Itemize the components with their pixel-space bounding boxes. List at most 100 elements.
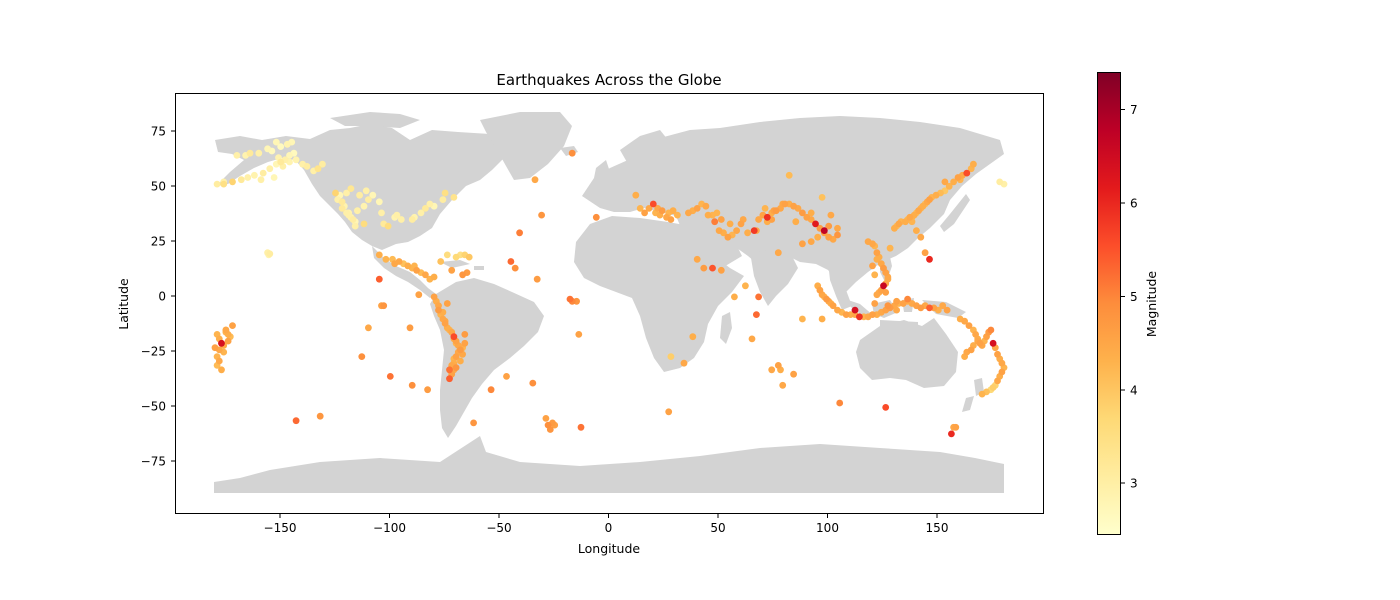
earthquake-point <box>470 419 477 427</box>
earthquake-point <box>926 255 933 263</box>
earthquake-point <box>763 213 771 221</box>
earthquake-point <box>222 326 230 334</box>
earthquake-point <box>834 224 841 232</box>
earthquake-point <box>636 205 644 212</box>
earthquake-point <box>799 209 806 217</box>
land-madagascar <box>720 312 732 344</box>
colorbar-tick-label: 7 <box>1130 103 1138 117</box>
earthquake-point <box>921 249 929 257</box>
earthquake-point <box>457 357 464 365</box>
earthquake-point <box>393 211 401 219</box>
earthquake-point <box>987 326 995 334</box>
earthquake-point <box>882 289 890 296</box>
earthquake-point <box>919 202 927 210</box>
earthquake-point <box>742 282 749 290</box>
earthquake-point <box>774 249 782 257</box>
earthquake-point <box>792 218 800 226</box>
earthquake-point <box>435 306 442 314</box>
earthquake-point <box>220 180 228 188</box>
earthquake-point <box>917 304 925 312</box>
earthquake-point <box>873 255 881 263</box>
earthquake-point <box>834 231 841 239</box>
earthquake-point <box>799 240 806 248</box>
earthquake-point <box>941 178 949 186</box>
earthquake-point <box>913 227 920 235</box>
earthquake-point <box>351 222 359 230</box>
earthquake-point <box>820 227 828 235</box>
land-antarctica <box>214 436 1004 493</box>
earthquake-point <box>873 249 881 257</box>
earthquake-point <box>277 158 285 166</box>
earthquake-point <box>446 375 453 383</box>
earthquake-point <box>871 271 879 279</box>
earthquake-point <box>314 165 322 173</box>
earthquake-point <box>790 370 797 378</box>
earthquake-point <box>286 152 293 159</box>
earthquake-point <box>415 291 423 299</box>
earthquake-point <box>961 317 968 325</box>
earthquake-point <box>533 275 541 283</box>
earthquake-point <box>799 315 806 323</box>
earthquake-point <box>452 353 460 360</box>
land-southeast-asia <box>828 262 852 310</box>
earthquake-point <box>503 373 510 380</box>
earthquake-point <box>755 216 762 223</box>
earthquake-point <box>215 357 223 365</box>
y-tick-label: −25 <box>141 345 166 359</box>
earthquake-point <box>229 322 236 329</box>
earthquake-point <box>818 194 826 201</box>
land-scandinavia <box>620 130 668 164</box>
axes-frame <box>175 93 1044 514</box>
earthquake-point <box>452 364 460 371</box>
x-tick: −50 <box>486 513 512 535</box>
earthquake-point <box>443 300 451 307</box>
earthquake-point <box>446 366 453 374</box>
y-axis-label: Latitude <box>116 278 131 330</box>
earthquake-point <box>375 198 383 206</box>
earthquake-point <box>465 253 473 261</box>
earthquake-point <box>529 379 537 387</box>
earthquake-point <box>963 169 971 177</box>
earthquake-point <box>246 149 254 157</box>
earthquake-point <box>880 264 887 272</box>
earthquake-point <box>851 306 859 314</box>
earthquake-point <box>834 306 841 314</box>
earthquake-point <box>413 266 420 274</box>
x-tick-label: 50 <box>710 521 725 535</box>
earthquake-point <box>575 331 583 338</box>
earthquake-point <box>665 408 673 416</box>
earthquake-point <box>750 227 758 235</box>
y-tick-label: 0 <box>158 290 166 304</box>
earthquake-point <box>645 205 653 212</box>
earthquake-point <box>345 211 353 219</box>
earthquake-point <box>577 423 585 431</box>
earthquake-point <box>869 262 876 270</box>
earthquake-point <box>871 300 879 307</box>
earthquake-point <box>211 344 219 352</box>
earthquake-point <box>825 233 833 241</box>
y-tick-label: 75 <box>151 125 166 139</box>
earthquake-point <box>538 211 545 219</box>
earthquake-point <box>292 417 300 425</box>
earthquake-point <box>884 302 892 310</box>
land-south-america <box>430 278 544 438</box>
earthquake-point <box>316 412 324 420</box>
earthquake-point <box>785 171 793 179</box>
earthquake-point <box>669 207 677 215</box>
y-tick-label: −50 <box>141 400 166 414</box>
y-tick: −50 <box>141 400 176 414</box>
earthquake-point <box>443 251 451 259</box>
earthquake-point <box>439 196 447 204</box>
y-tick: 0 <box>158 290 176 304</box>
earthquake-point <box>731 293 738 301</box>
earthquake-point <box>461 331 469 338</box>
colorbar-tick-label: 5 <box>1130 290 1138 304</box>
earthquake-point <box>948 430 955 438</box>
earthquake-point <box>917 233 925 241</box>
earthquake-point <box>998 368 1006 376</box>
colorbar-tick-label: 4 <box>1130 384 1138 398</box>
earthquake-point <box>658 207 666 215</box>
earthquake-point <box>807 238 815 246</box>
earthquake-point <box>397 216 405 223</box>
earthquake-point <box>384 222 392 230</box>
